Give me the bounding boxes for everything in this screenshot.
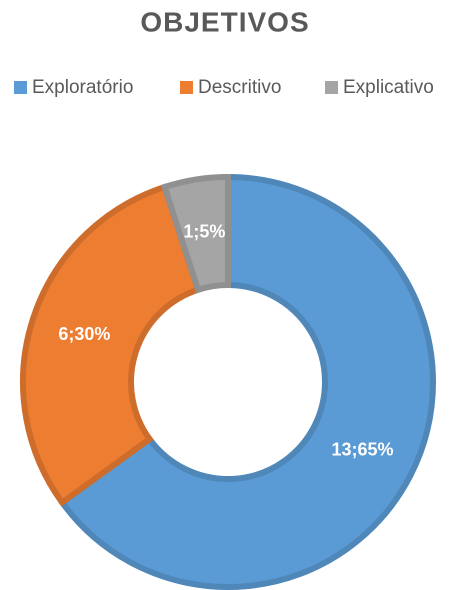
legend-label: Exploratório bbox=[32, 77, 133, 98]
legend-swatch bbox=[180, 81, 193, 94]
donut-segment bbox=[20, 183, 202, 507]
data-label: 13;65% bbox=[332, 439, 394, 459]
chart-title: OBJETIVOS bbox=[140, 6, 309, 37]
donut-segment bbox=[57, 173, 436, 590]
donut-segment bbox=[160, 173, 231, 294]
data-label: 1;5% bbox=[183, 222, 225, 242]
legend-label: Explicativo bbox=[343, 77, 434, 98]
legend-label: Descritivo bbox=[198, 77, 281, 98]
legend-swatch bbox=[14, 81, 27, 94]
legend-swatch bbox=[325, 81, 338, 94]
data-label: 6;30% bbox=[58, 324, 110, 344]
